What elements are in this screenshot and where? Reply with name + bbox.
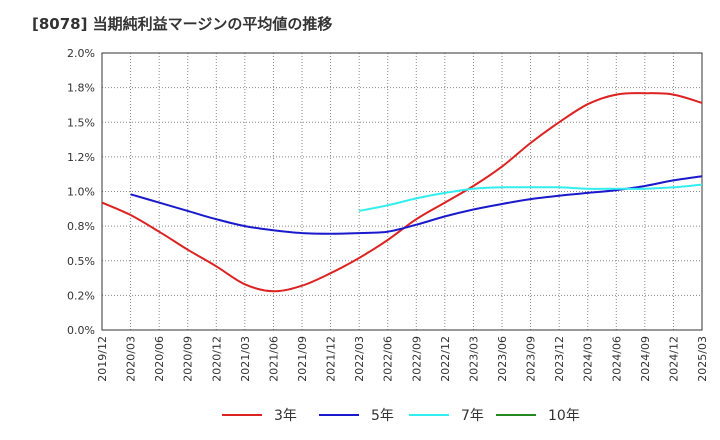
legend-swatch-5y — [319, 414, 359, 416]
x-tick-label: 2021/06 — [267, 336, 280, 382]
x-tick-label: 2022/03 — [353, 336, 366, 382]
x-tick-label: 2023/06 — [496, 336, 509, 382]
y-tick-label: 0.5% — [67, 255, 95, 268]
x-tick-label: 2022/09 — [410, 336, 423, 382]
legend-label-7y: 7年 — [461, 408, 484, 424]
legend-item-3y: 3年 — [222, 402, 297, 428]
chart-title: [8078] 当期純利益マージンの平均値の推移 — [32, 15, 333, 33]
x-tick-label: 2020/03 — [125, 336, 138, 382]
x-tick-label: 2025/03 — [696, 336, 709, 382]
y-tick-label: 1.2% — [67, 151, 95, 164]
y-tick-label: 0.0% — [67, 324, 95, 337]
x-tick-label: 2024/06 — [610, 336, 623, 382]
plot-frame — [101, 52, 703, 331]
x-tick-label: 2020/06 — [153, 336, 166, 382]
x-tick-label: 2022/06 — [382, 336, 395, 382]
x-tick-label: 2024/09 — [639, 336, 652, 382]
y-tick-label: 0.8% — [67, 220, 95, 233]
x-tick-label: 2020/12 — [210, 336, 223, 382]
legend-label-10y: 10年 — [548, 408, 580, 424]
x-tick-label: 2021/09 — [296, 336, 309, 382]
series-line-2 — [130, 175, 702, 235]
legend-item-10y: 10年 — [496, 402, 580, 428]
legend-label-3y: 3年 — [274, 408, 297, 424]
legend-label-5y: 5年 — [371, 408, 394, 424]
y-tick-label: 1.5% — [67, 116, 95, 129]
legend: 3年 5年 7年 10年 — [0, 402, 720, 428]
y-tick-label: 1.8% — [67, 82, 95, 95]
y-tick-label: 0.2% — [67, 289, 95, 302]
x-tick-label: 2023/03 — [467, 336, 480, 382]
legend-item-7y: 7年 — [409, 402, 484, 428]
x-tick-label: 2024/03 — [582, 336, 595, 382]
x-tick-label: 2024/12 — [667, 336, 680, 382]
x-tick-label: 2023/12 — [553, 336, 566, 382]
y-tick-label: 1.0% — [67, 186, 95, 199]
x-tick-label: 2021/12 — [325, 336, 338, 382]
y-tick-label: 2.0% — [67, 47, 95, 60]
legend-swatch-10y — [496, 414, 536, 416]
x-tick-label: 2019/12 — [96, 336, 109, 382]
series-line-3 — [358, 183, 702, 212]
x-tick-label: 2020/09 — [182, 336, 195, 382]
legend-swatch-3y — [222, 414, 262, 416]
legend-swatch-7y — [409, 414, 449, 416]
x-tick-label: 2023/09 — [525, 336, 538, 382]
legend-item-5y: 5年 — [319, 402, 394, 428]
x-tick-label: 2022/12 — [439, 336, 452, 382]
x-tick-label: 2021/03 — [239, 336, 252, 382]
